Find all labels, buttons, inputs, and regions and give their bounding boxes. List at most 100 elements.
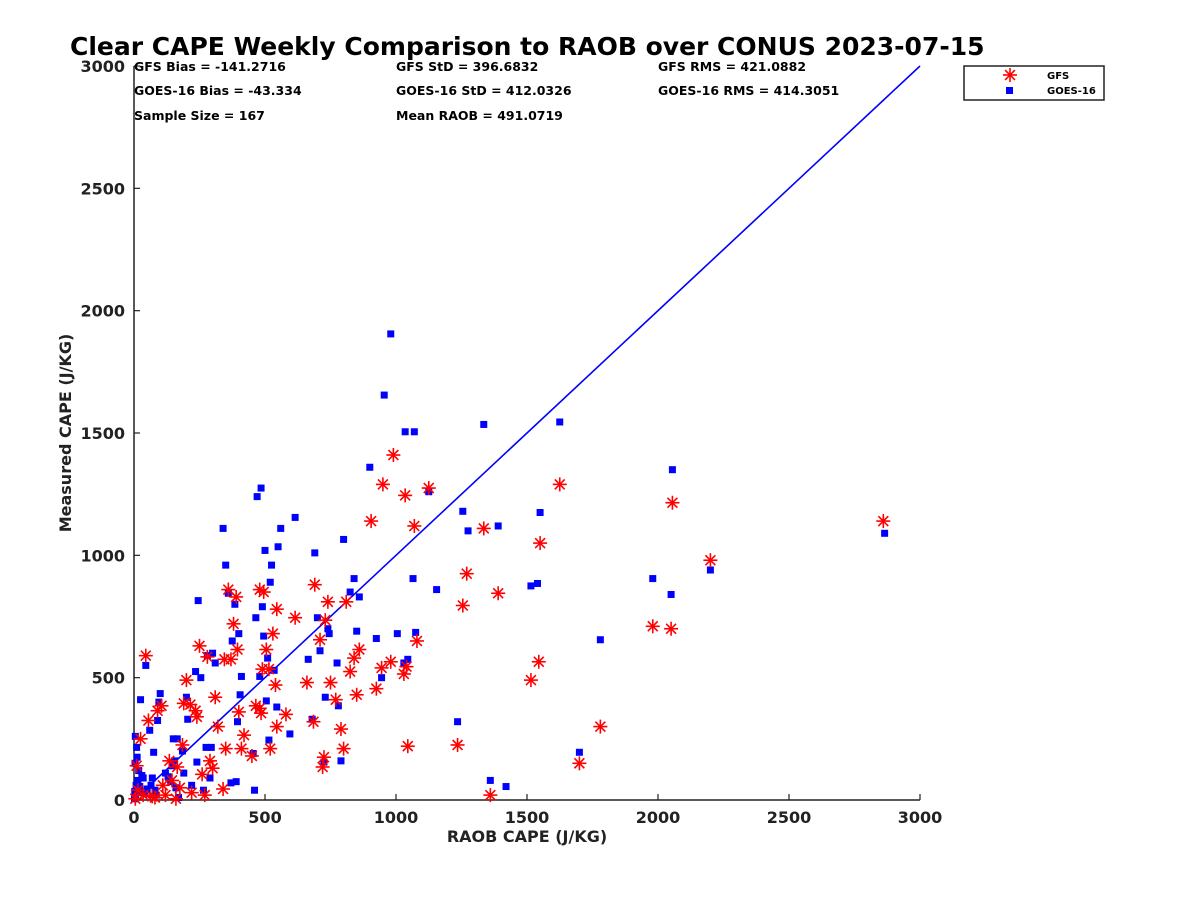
gfs-point (162, 753, 177, 768)
y-tick-label: 2500 (80, 179, 125, 198)
goes16-point (304, 655, 312, 663)
goes16-point (268, 561, 276, 569)
gfs-point (339, 594, 354, 609)
gfs-point (328, 692, 343, 707)
gfs-point (145, 789, 160, 804)
goes16-point (454, 718, 462, 726)
x-axis-label: RAOB CAPE (J/KG) (447, 827, 607, 846)
goes16-point (207, 743, 215, 751)
gfs-point (231, 704, 246, 719)
gfs-point (217, 652, 232, 667)
goes16-point (412, 628, 420, 636)
gfs-point (269, 602, 284, 617)
gfs-point (130, 783, 145, 798)
y-tick-label: 500 (92, 669, 125, 688)
goes16-point (321, 693, 329, 701)
goes16-point (556, 418, 564, 426)
goes16-point (527, 582, 535, 590)
y-tick-label: 0 (114, 791, 125, 810)
goes16-point (173, 735, 181, 743)
goes16-point (393, 630, 401, 638)
goes16-point (325, 630, 333, 638)
goes16-point (316, 647, 324, 655)
gfs-point (208, 690, 223, 705)
gfs-point (409, 633, 424, 648)
gfs-point (138, 648, 153, 663)
stat-goes-std: GOES-16 StD = 412.0326 (396, 83, 572, 98)
legend-goes16-marker (1006, 87, 1013, 94)
goes16-point (251, 786, 259, 794)
legend: GFS GOES-16 (963, 65, 1105, 101)
gfs-point (407, 518, 422, 533)
goes16-point (324, 625, 332, 633)
plot-area (128, 65, 921, 806)
goes16-point (350, 575, 358, 583)
gfs-point (398, 488, 413, 503)
x-tick-label: 1500 (505, 808, 550, 827)
goes16-point (143, 785, 151, 793)
gfs-point (531, 654, 546, 669)
goes16-point (575, 748, 583, 756)
goes16-point (387, 330, 395, 338)
gfs-point (255, 662, 270, 677)
stat-goes-bias: GOES-16 Bias = -43.334 (134, 83, 302, 98)
gfs-point (168, 791, 183, 806)
gfs-point (197, 788, 212, 803)
goes16-point (262, 697, 270, 705)
gfs-point (179, 673, 194, 688)
goes16-point (372, 635, 380, 643)
gfs-point (369, 681, 384, 696)
x-ticks: 0 500 1000 1500 2000 2500 3000 (128, 794, 942, 827)
legend-gfs-asterisk (1003, 68, 1017, 82)
goes16-point (168, 762, 176, 770)
gfs-point (352, 642, 367, 657)
goes16-point (154, 716, 162, 724)
legend-box (963, 65, 1105, 101)
gfs-point (323, 675, 338, 690)
gfs-point (375, 477, 390, 492)
goes16-point (378, 674, 386, 682)
y-axis-label: Measured CAPE (J/KG) (56, 334, 75, 533)
gfs-point (593, 719, 608, 734)
goes16-point (193, 758, 201, 766)
goes16-point (194, 597, 202, 605)
goes16-point (257, 484, 265, 492)
stats-block: GFS Bias = -141.2716 GFS StD = 396.6832 … (134, 59, 839, 123)
goes16-point (536, 509, 544, 517)
goes16-point (308, 715, 316, 723)
gfs-point (313, 632, 328, 647)
goes16-point (151, 786, 159, 794)
goes16-point (182, 693, 190, 701)
goes16-point (706, 566, 714, 574)
goes16-point (137, 696, 145, 704)
goes16-point (236, 691, 244, 699)
gfs-point (265, 626, 280, 641)
goes16-point (192, 668, 200, 676)
gfs-point (237, 728, 252, 743)
x-tick-label: 2000 (636, 808, 681, 827)
goes16-point (464, 527, 472, 535)
goes16-point (410, 428, 418, 436)
goes16-point (459, 507, 467, 515)
gfs-point (343, 664, 358, 679)
goes16-point (142, 661, 150, 669)
goes16-point (260, 632, 268, 640)
gfs-point (288, 610, 303, 625)
goes16-point (253, 493, 261, 501)
goes16-point (135, 767, 143, 775)
legend-label-goes16: GOES-16 (1047, 86, 1096, 97)
gfs-point (665, 495, 680, 510)
goes16-point (147, 781, 155, 789)
gfs-point (234, 741, 249, 756)
goes16-point (273, 703, 281, 711)
stat-gfs-std: GFS StD = 396.6832 (396, 59, 538, 74)
goes16-point (233, 718, 241, 726)
goes16-point (188, 781, 196, 789)
goes16-point (261, 546, 269, 554)
goes16-point (596, 636, 604, 644)
gfs-point (221, 582, 236, 597)
goes16-point (232, 778, 240, 786)
gfs-point (476, 521, 491, 536)
gfs-point (226, 616, 241, 631)
goes16-point (333, 659, 341, 667)
